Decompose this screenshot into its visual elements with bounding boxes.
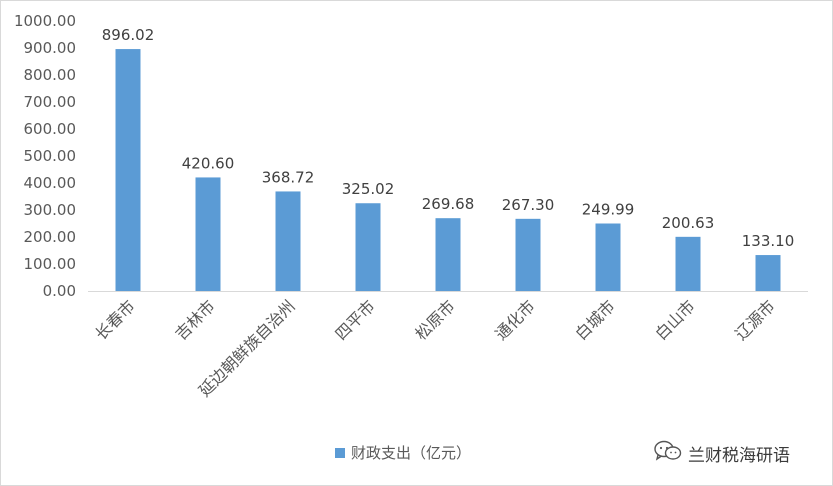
legend-swatch: [335, 448, 345, 458]
category-label: 白城市: [571, 296, 618, 343]
data-label: 269.68: [422, 195, 475, 213]
category-label: 四平市: [331, 296, 378, 343]
data-label: 325.02: [342, 180, 395, 198]
y-axis: 0.00 100.00 200.00 300.00 400.00 500.00 600.00…: [14, 12, 76, 300]
bar: [355, 203, 381, 291]
y-tick-label: 500.00: [24, 147, 77, 165]
bars: [115, 49, 781, 291]
data-label: 249.99: [582, 201, 635, 219]
data-labels: 896.02 420.60 368.72 325.02 269.68 267.30 249.…: [102, 26, 795, 250]
category-label: 吉林市: [171, 296, 218, 343]
y-tick-label: 200.00: [24, 228, 77, 246]
y-tick-label: 900.00: [24, 39, 77, 57]
watermark-text: 兰财税海研语: [688, 445, 790, 466]
bar: [595, 223, 621, 291]
bar: [515, 218, 541, 291]
category-label: 松原市: [411, 296, 458, 343]
y-tick-label: 700.00: [24, 93, 77, 111]
y-tick-label: 600.00: [24, 120, 77, 138]
data-label: 133.10: [742, 232, 795, 250]
bar: [195, 177, 221, 291]
y-tick-label: 1000.00: [14, 12, 76, 30]
category-label: 长春市: [91, 296, 138, 343]
bar: [275, 191, 301, 291]
y-tick-label: 800.00: [24, 66, 77, 84]
category-label: 通化市: [491, 296, 538, 343]
data-label: 267.30: [502, 196, 555, 214]
legend-label: 财政支出（亿元）: [351, 444, 471, 462]
wechat-icon: [654, 440, 682, 466]
y-tick-label: 100.00: [24, 255, 77, 273]
category-label: 辽源市: [731, 296, 778, 343]
data-label: 420.60: [182, 154, 235, 172]
y-tick-label: 300.00: [24, 201, 77, 219]
data-label: 368.72: [262, 168, 315, 186]
y-tick-label: 400.00: [24, 174, 77, 192]
data-label: 200.63: [662, 214, 715, 232]
bar: [675, 236, 701, 291]
category-label: 白山市: [651, 296, 698, 343]
y-tick-label: 0.00: [43, 282, 76, 300]
data-label: 896.02: [102, 26, 155, 44]
bar: [755, 255, 781, 291]
watermark: 兰财税海研语: [654, 440, 790, 466]
bar: [435, 218, 461, 291]
bar: [115, 49, 141, 291]
legend: 财政支出（亿元）: [335, 444, 471, 462]
